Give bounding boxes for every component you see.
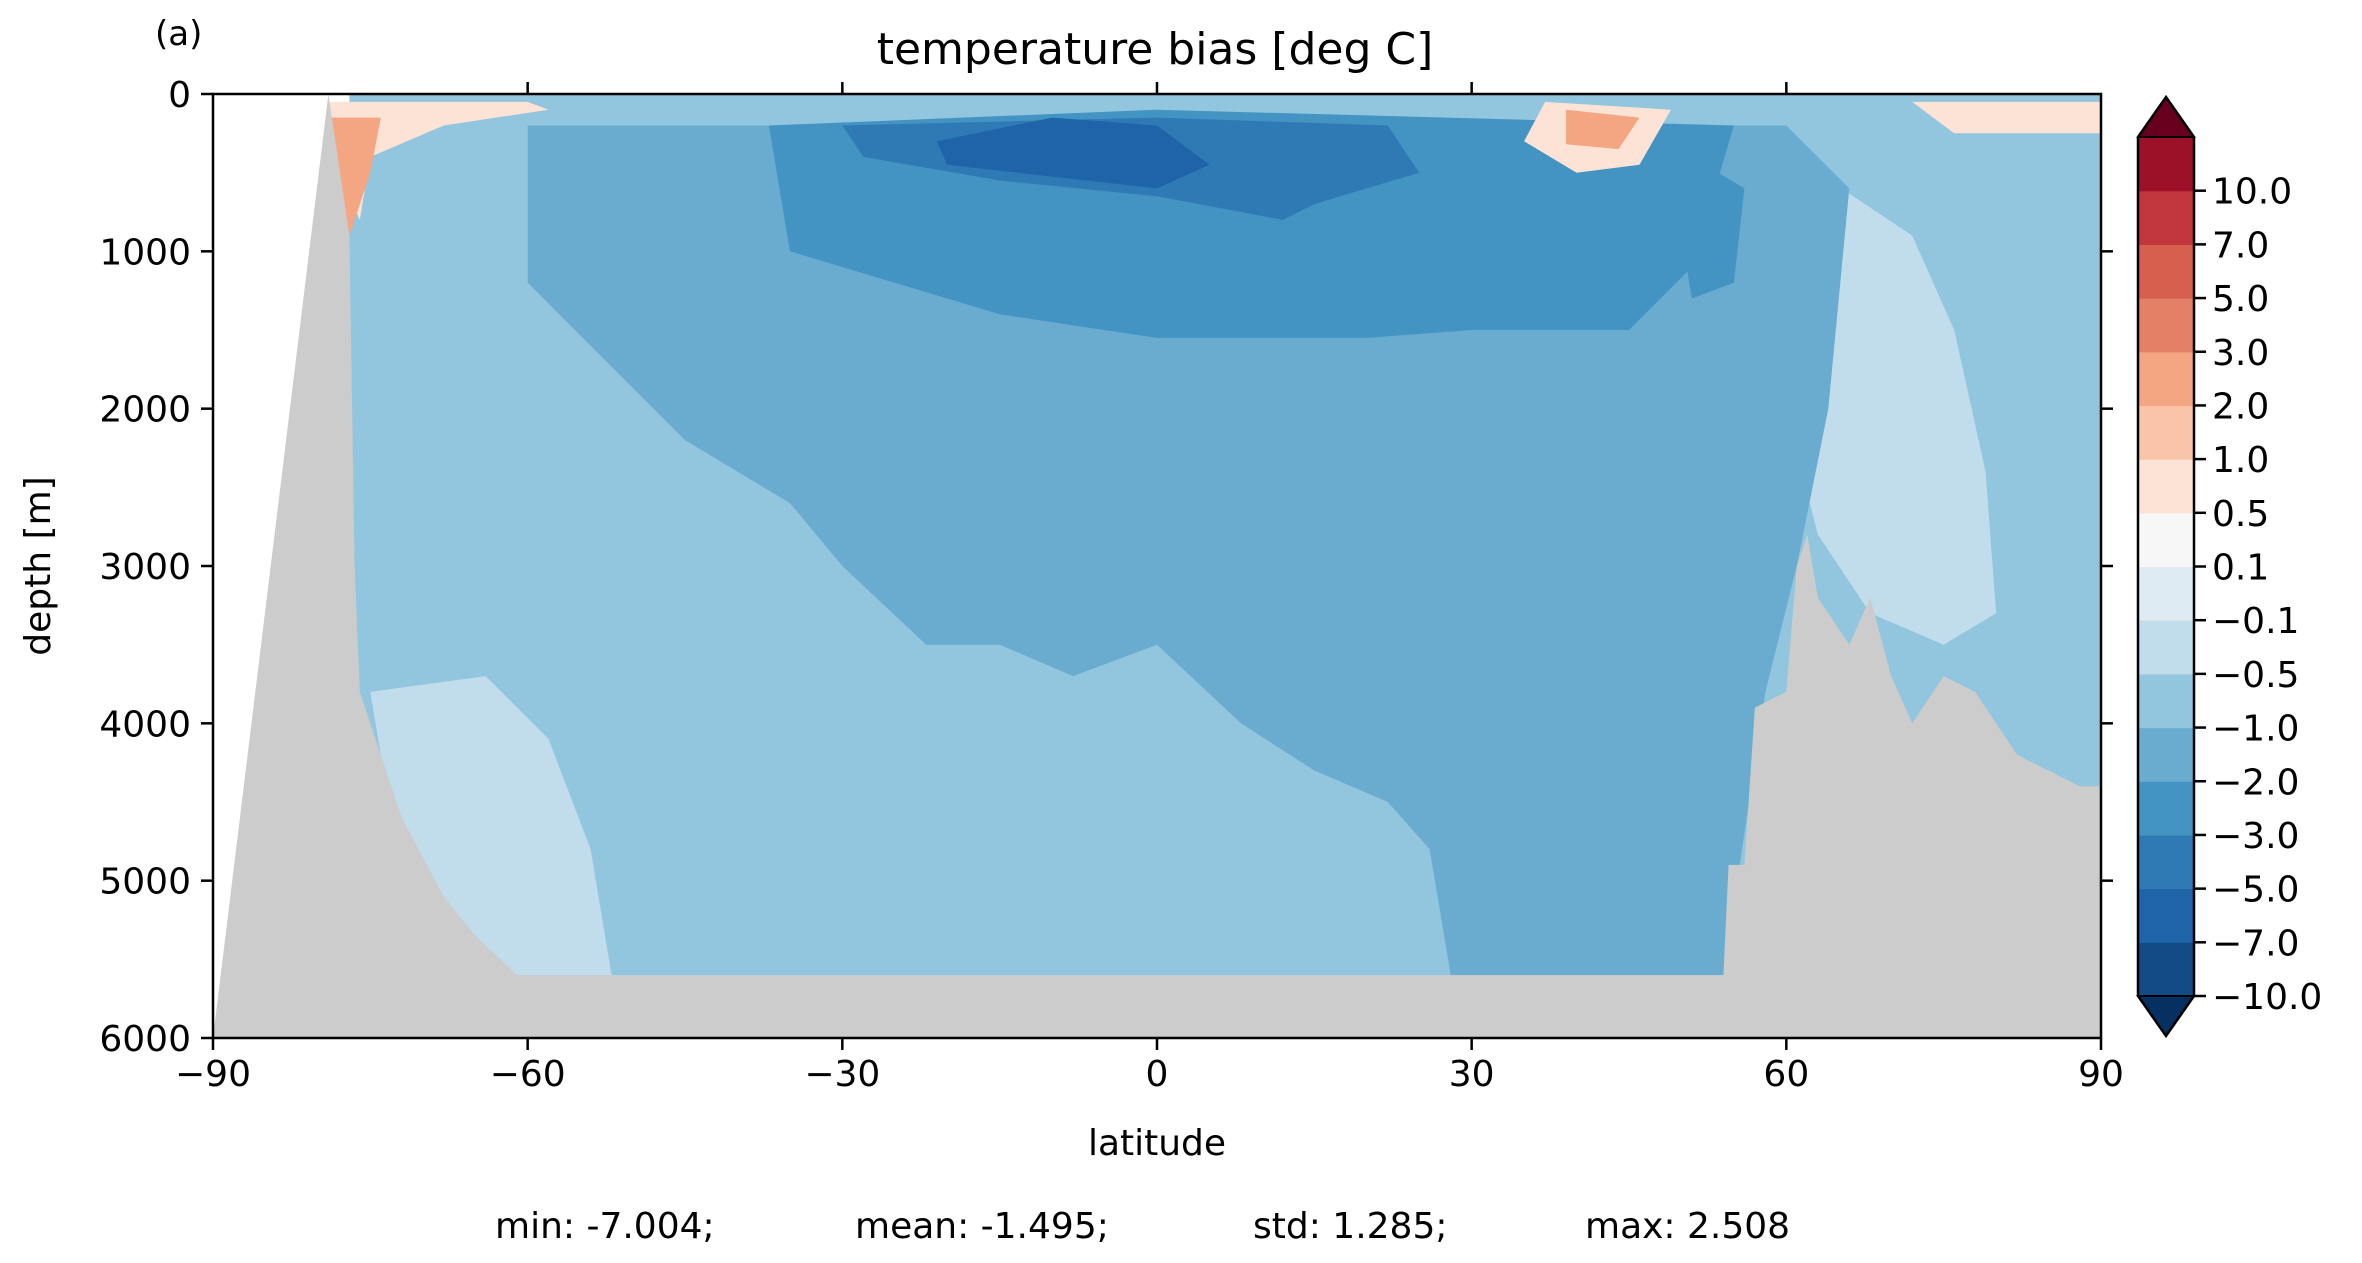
x-tick-label: 60 [1763, 1054, 1809, 1095]
ocean-bias-fields [328, 94, 2101, 1038]
colorbar-segment [2138, 244, 2194, 299]
colorbar-segment [2138, 620, 2194, 675]
colorbar-tick-label: −7.0 [2212, 923, 2299, 964]
y-tick-label: 2000 [99, 390, 191, 431]
bias-region-12 [1912, 101, 2101, 134]
land-seafloor [213, 94, 2101, 1038]
colorbar-tick-label: 1.0 [2212, 440, 2269, 481]
x-axis-label: latitude [1088, 1123, 1226, 1164]
colorbar-tick-label: 2.0 [2212, 386, 2269, 427]
colorbar-tick-label: 0.5 [2212, 494, 2269, 535]
chart-title: temperature bias [deg C] [877, 24, 1434, 75]
bias-region-11 [1566, 109, 1640, 150]
colorbar-segment [2138, 727, 2194, 782]
colorbar-segment [2138, 137, 2194, 192]
colorbar-segment [2138, 888, 2194, 943]
x-tick-label: 0 [1146, 1054, 1169, 1095]
y-tick-label: 1000 [99, 232, 191, 273]
bias-region-3 [527, 125, 1850, 976]
colorbar-segment [2138, 942, 2194, 997]
y-tick-label: 3000 [99, 547, 191, 588]
x-tick-label: 90 [2078, 1054, 2124, 1095]
colorbar-segment [2138, 459, 2194, 514]
stat-max: max: 2.508 [1585, 1206, 1790, 1247]
colorbar-segment [2138, 298, 2194, 353]
colorbar-extend-min [2136, 995, 2196, 1038]
colorbar-segment [2138, 190, 2194, 245]
x-tick-label: 30 [1449, 1054, 1495, 1095]
x-tick-label: −90 [175, 1054, 251, 1095]
stat-mean: mean: -1.495; [855, 1206, 1109, 1247]
colorbar-segment [2138, 512, 2194, 568]
colorbar-segment [2138, 351, 2194, 407]
colorbar: −10.0 −7.0 −5.0 −3.0 −2.0 −1.0 −0.5 −0.1 0.1 0.5 1… [2136, 94, 2322, 1039]
colorbar-tick-label: 5.0 [2212, 279, 2269, 320]
bias-region-7 [936, 117, 1210, 189]
panel-label: (a) [155, 14, 202, 54]
colorbar-segment [2138, 781, 2194, 836]
y-tick-label: 6000 [99, 1019, 191, 1060]
colorbar-tick-label: 7.0 [2212, 225, 2269, 266]
y-tick-label: 5000 [99, 862, 191, 903]
stats-footer: min: -7.004; mean: -1.495; std: 1.285; m… [495, 1206, 1790, 1247]
colorbar-tick-label: −0.1 [2212, 601, 2299, 642]
bias-region-5 [1681, 156, 1745, 299]
colorbar-tick-label: −0.5 [2212, 655, 2299, 696]
colorbar-tick-label: 0.1 [2212, 548, 2269, 589]
y-tick-label: 4000 [99, 704, 191, 745]
bias-region-8 [328, 101, 549, 220]
x-tick-label: −60 [490, 1054, 566, 1095]
stat-std: std: 1.285; [1253, 1206, 1447, 1247]
colorbar-tick-label: −3.0 [2212, 816, 2299, 857]
colorbar-tick-label: −10.0 [2212, 977, 2322, 1018]
x-tick-label: −30 [804, 1054, 880, 1095]
colorbar-tick-label: −1.0 [2212, 709, 2299, 750]
colorbar-tick-label: −5.0 [2212, 870, 2299, 911]
colorbar-tick-label: −2.0 [2212, 762, 2299, 803]
colorbar-tick-label: 10.0 [2212, 172, 2292, 213]
colorbar-segment [2138, 405, 2194, 460]
colorbar-segment [2138, 673, 2194, 729]
plot-area [213, 94, 2101, 1038]
y-axis-label: depth [m] [18, 476, 59, 655]
colorbar-extend-max [2136, 95, 2196, 138]
x-axis: −90 −60 −30 0 30 60 90 [175, 82, 2124, 1095]
colorbar-tick-label: 3.0 [2212, 333, 2269, 374]
colorbar-segment [2138, 834, 2194, 890]
y-tick-label: 0 [168, 75, 191, 116]
colorbar-segment [2138, 566, 2194, 621]
stat-min: min: -7.004; [495, 1206, 715, 1247]
y-axis: 0 1000 2000 3000 4000 5000 6000 [99, 75, 2113, 1060]
